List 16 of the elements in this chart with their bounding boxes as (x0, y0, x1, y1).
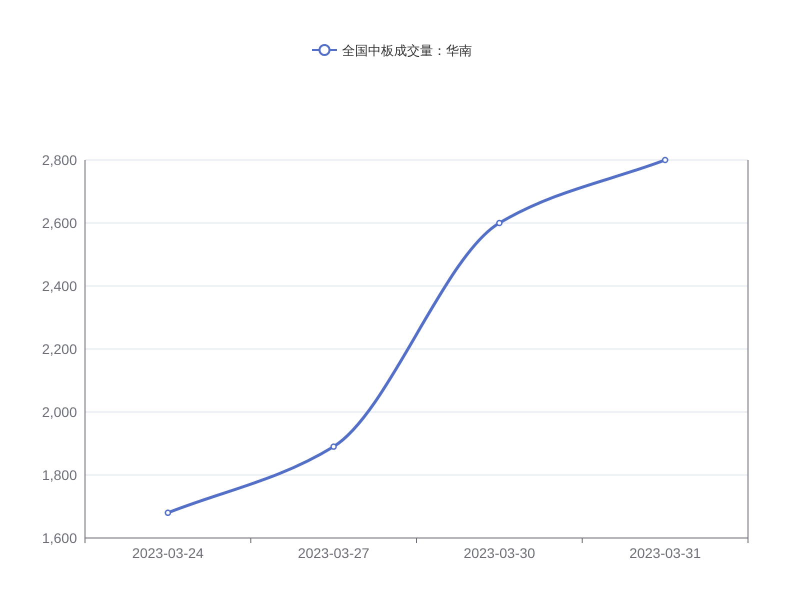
y-tick-label: 2,400 (42, 278, 78, 294)
y-tick-label: 2,000 (42, 404, 78, 420)
y-tick-label: 2,200 (42, 341, 78, 357)
point (164, 510, 172, 516)
y-tick-label: 2,600 (42, 215, 78, 231)
point (496, 220, 503, 226)
x-tick-label: 2023-03-24 (132, 545, 204, 561)
legend-label: 全国中板成交量：华南 (342, 43, 472, 58)
y-tick-label: 1,600 (42, 530, 78, 546)
x-tick-label: 2023-03-27 (298, 545, 370, 561)
x-tick-label: 2023-03-31 (629, 545, 702, 561)
y-tick-label: 2,800 (42, 152, 78, 168)
point (330, 443, 337, 450)
x-tick-label: 2023-03-30 (464, 545, 536, 561)
point (662, 156, 668, 164)
y-tick-label: 1,800 (42, 467, 78, 483)
